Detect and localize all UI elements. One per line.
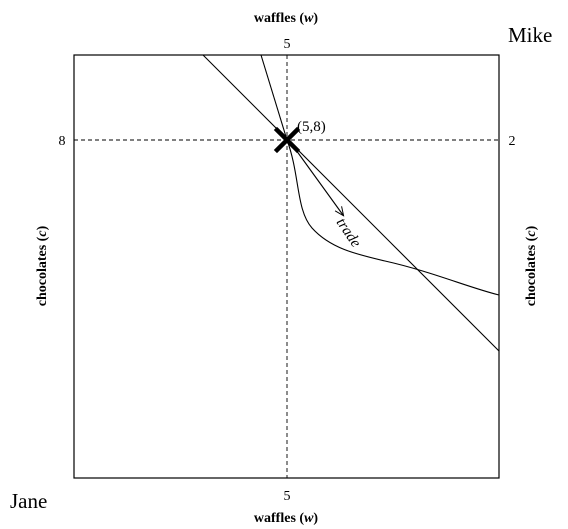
- owner-jane-label: Jane: [10, 489, 47, 513]
- indifference-curve: [286, 139, 500, 296]
- bottom-axis-tick: 5: [284, 489, 291, 504]
- left-axis-title: chocolates (c): [35, 225, 50, 306]
- trade-arrow: [295, 149, 343, 215]
- steep-line: [260, 54, 288, 141]
- right-axis-tick: 2: [509, 134, 516, 149]
- owner-mike-label: Mike: [508, 23, 552, 47]
- right-axis-title: chocolates (c): [524, 225, 539, 306]
- endowment-label: (5,8): [297, 119, 326, 135]
- endowment-marker: [273, 126, 301, 154]
- trade-label: trade: [333, 215, 364, 250]
- edgeworth-box-frame: [73, 54, 500, 479]
- top-axis-title: waffles (w): [254, 11, 319, 26]
- left-axis-tick: 8: [59, 134, 66, 149]
- budget-line: [202, 54, 500, 352]
- top-axis-tick: 5: [284, 37, 291, 52]
- bottom-axis-title: waffles (w): [254, 511, 319, 526]
